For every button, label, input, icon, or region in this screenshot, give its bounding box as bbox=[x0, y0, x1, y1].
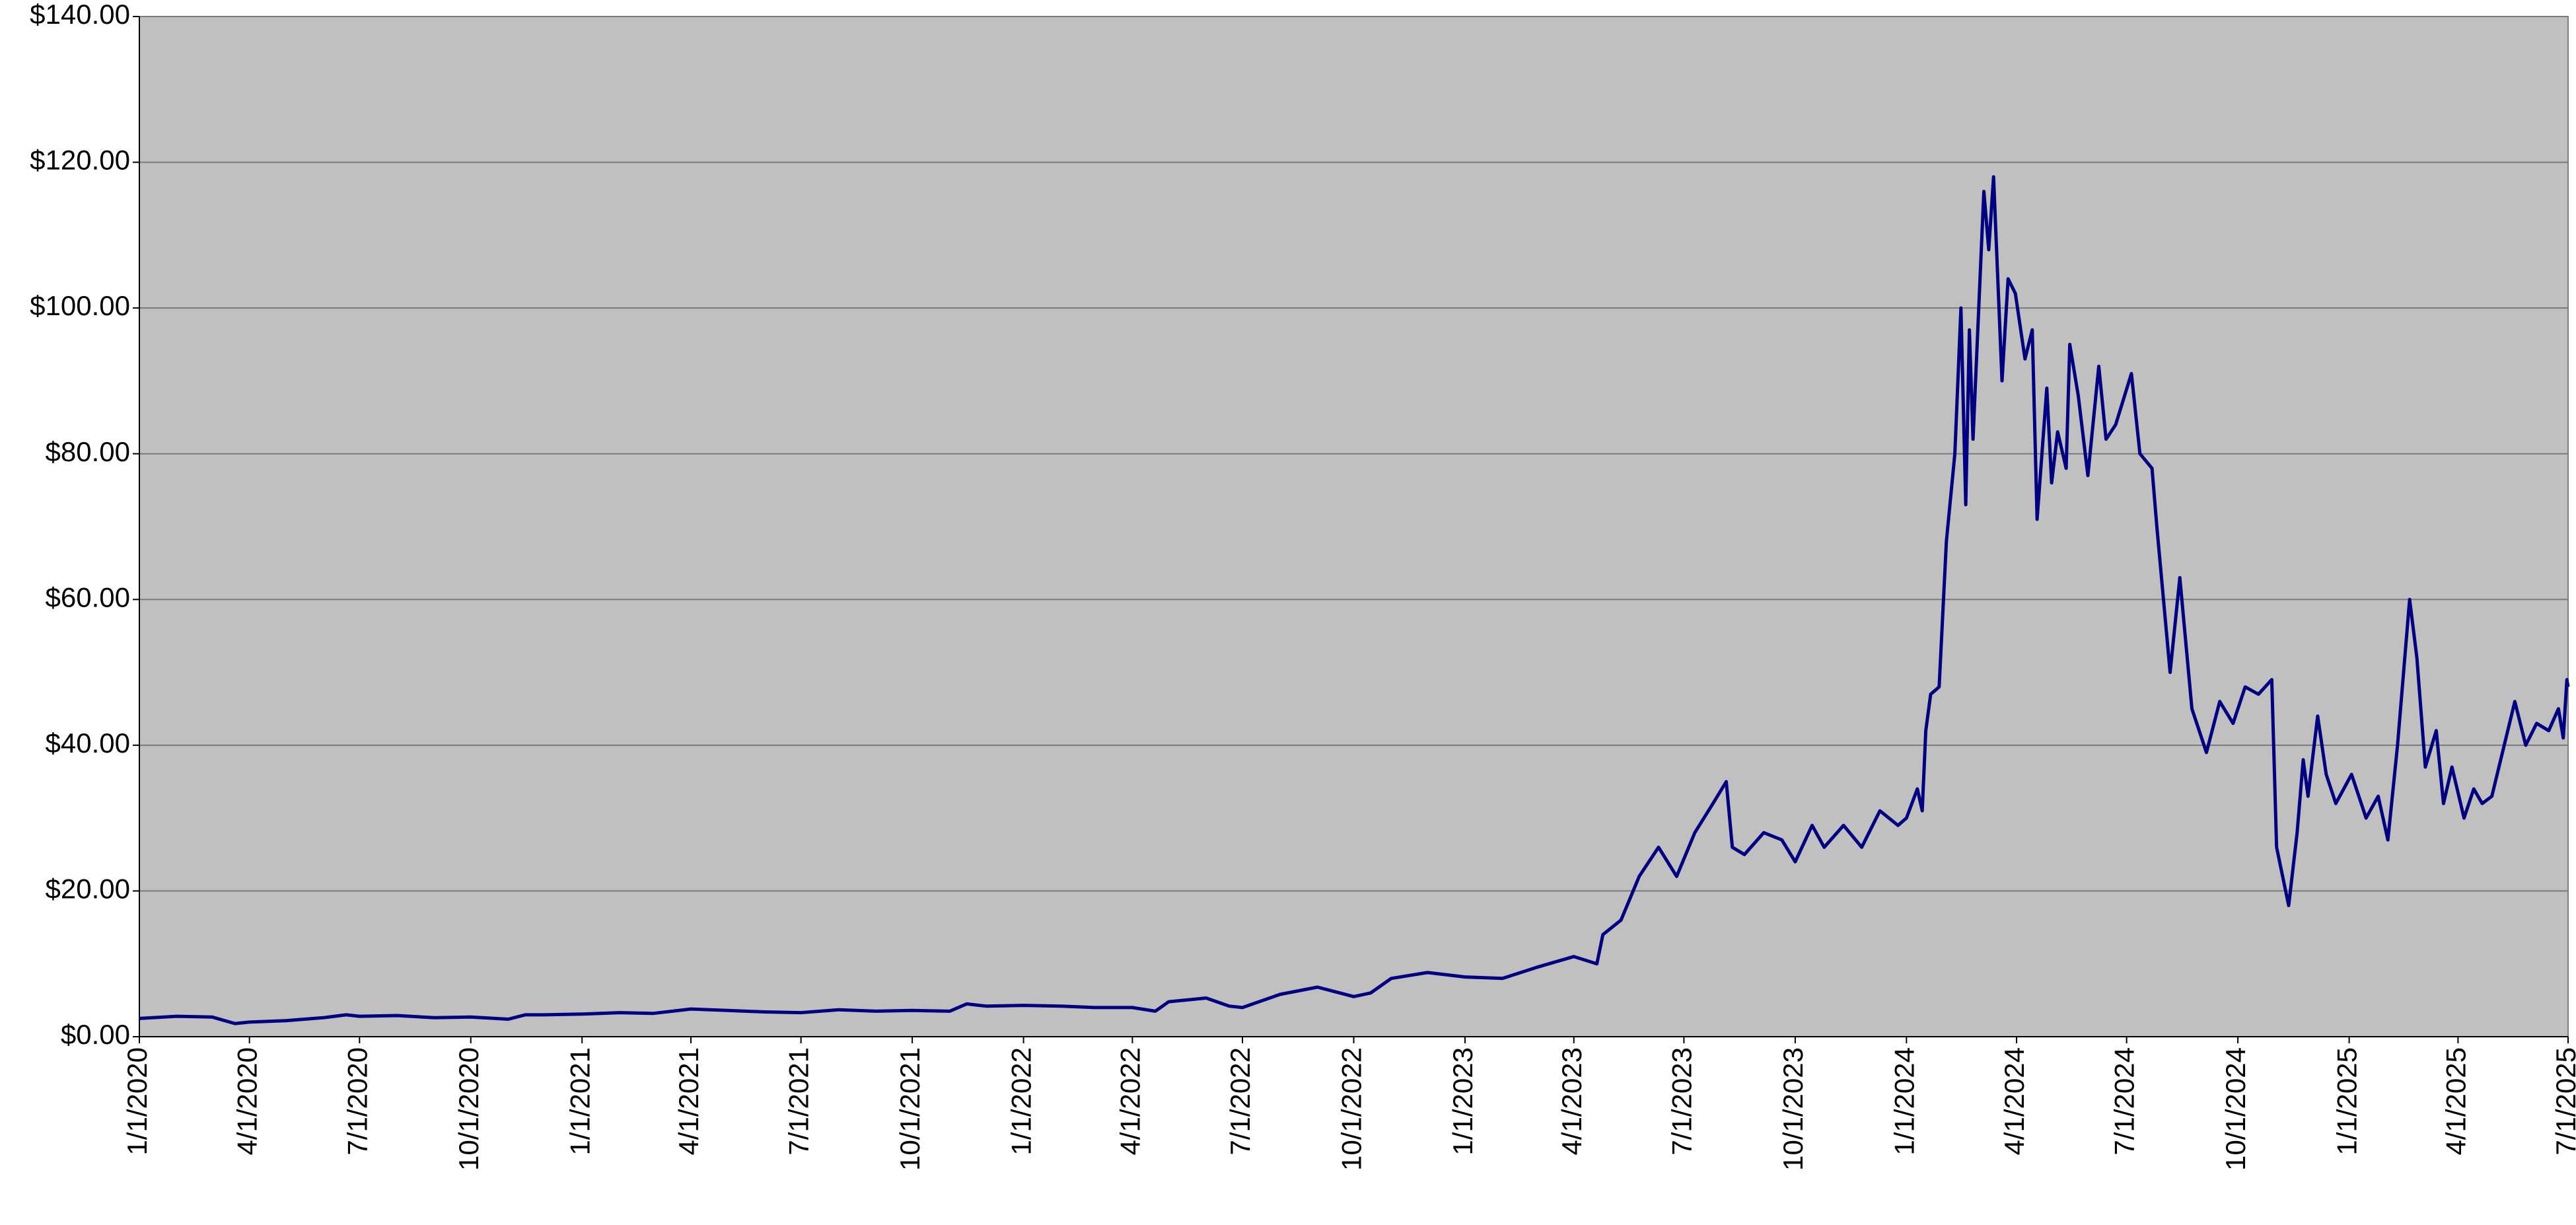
x-tick-label: 1/1/2025 bbox=[2332, 1047, 2363, 1156]
x-tick-label: 10/1/2020 bbox=[453, 1047, 484, 1171]
x-tick-label: 7/1/2022 bbox=[1225, 1047, 1256, 1156]
y-tick-label: $20.00 bbox=[46, 873, 130, 905]
x-tick-label: 4/1/2024 bbox=[1999, 1047, 2030, 1156]
price-line bbox=[139, 175, 2570, 1025]
x-tick-label: 10/1/2024 bbox=[2220, 1047, 2251, 1171]
x-tick-label: 1/1/2022 bbox=[1006, 1047, 1037, 1156]
y-tick-label: $100.00 bbox=[30, 290, 130, 321]
x-tick-label: 7/1/2020 bbox=[341, 1047, 373, 1156]
x-tick-label: 7/1/2023 bbox=[1666, 1047, 1698, 1156]
plot-area bbox=[139, 16, 2569, 1037]
x-tick-label: 1/1/2023 bbox=[1447, 1047, 1478, 1156]
x-tick-label: 4/1/2020 bbox=[232, 1047, 263, 1156]
x-tick-label: 10/1/2022 bbox=[1336, 1047, 1367, 1171]
x-tick-label: 1/1/2021 bbox=[564, 1047, 595, 1156]
y-tick-label: $120.00 bbox=[30, 145, 130, 176]
y-tick-label: $60.00 bbox=[46, 581, 130, 612]
y-tick-label: $80.00 bbox=[46, 436, 130, 467]
y-tick-label: $140.00 bbox=[30, 0, 130, 30]
x-tick-label: 7/1/2025 bbox=[2550, 1047, 2576, 1156]
x-tick-label: 4/1/2023 bbox=[1556, 1047, 1587, 1156]
x-tick-label: 1/1/2020 bbox=[122, 1047, 153, 1156]
x-tick-label: 1/1/2024 bbox=[1888, 1047, 1919, 1156]
x-tick-label: 10/1/2023 bbox=[1777, 1047, 1808, 1171]
x-tick-label: 7/1/2021 bbox=[783, 1047, 814, 1156]
y-tick-label: $0.00 bbox=[61, 1019, 130, 1050]
x-tick-label: 7/1/2024 bbox=[2109, 1047, 2140, 1156]
y-tick-label: $40.00 bbox=[46, 727, 130, 759]
x-tick-label: 4/1/2025 bbox=[2440, 1047, 2471, 1156]
x-tick-label: 4/1/2022 bbox=[1114, 1047, 1145, 1156]
x-tick-label: 10/1/2021 bbox=[894, 1047, 925, 1171]
x-tick-label: 4/1/2021 bbox=[673, 1047, 704, 1156]
